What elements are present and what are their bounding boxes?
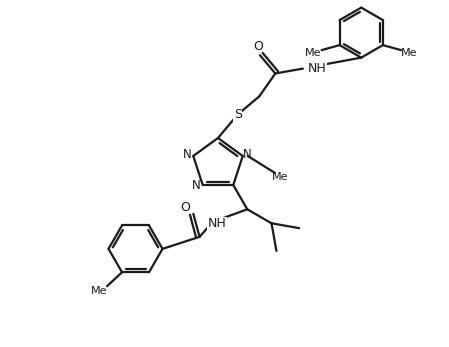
Text: Me: Me (272, 172, 288, 182)
Text: Me: Me (401, 48, 417, 58)
Text: N: N (192, 179, 201, 192)
Text: O: O (254, 40, 264, 53)
Text: Me: Me (305, 48, 322, 58)
Text: S: S (234, 108, 242, 121)
Text: N: N (183, 149, 192, 161)
Text: N: N (243, 149, 252, 161)
Text: NH: NH (308, 62, 326, 75)
Text: NH: NH (207, 217, 226, 230)
Text: O: O (180, 201, 190, 214)
Text: Me: Me (91, 286, 107, 296)
